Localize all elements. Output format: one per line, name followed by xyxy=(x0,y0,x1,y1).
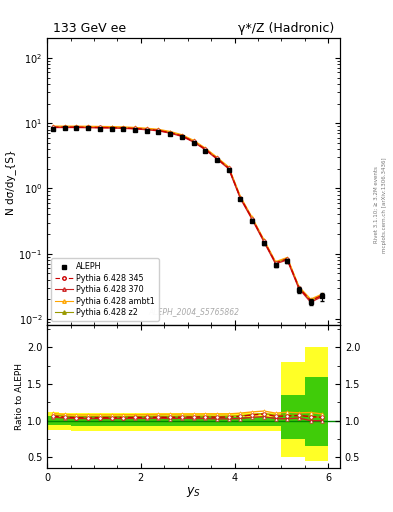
Text: 133 GeV ee: 133 GeV ee xyxy=(53,22,126,35)
Y-axis label: Ratio to ALEPH: Ratio to ALEPH xyxy=(15,364,24,430)
Text: mcplots.cern.ch [arXiv:1306.3436]: mcplots.cern.ch [arXiv:1306.3436] xyxy=(382,157,387,252)
X-axis label: $y_{S}$: $y_{S}$ xyxy=(186,485,201,499)
Legend: ALEPH, Pythia 6.428 345, Pythia 6.428 370, Pythia 6.428 ambt1, Pythia 6.428 z2: ALEPH, Pythia 6.428 345, Pythia 6.428 37… xyxy=(51,259,159,321)
Text: ALEPH_2004_S5765862: ALEPH_2004_S5765862 xyxy=(148,308,239,316)
Text: Rivet 3.1.10; ≥ 3.2M events: Rivet 3.1.10; ≥ 3.2M events xyxy=(374,166,379,243)
Text: γ*/Z (Hadronic): γ*/Z (Hadronic) xyxy=(238,22,334,35)
Y-axis label: N dσ/dy_{S}: N dσ/dy_{S} xyxy=(5,149,16,215)
